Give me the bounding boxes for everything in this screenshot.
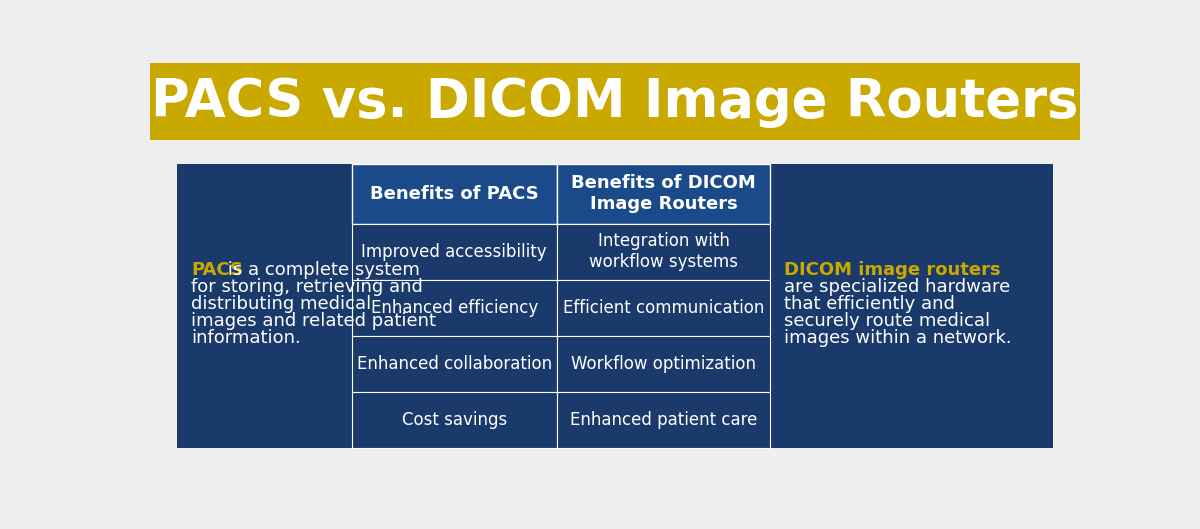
Bar (557, 393, 770, 449)
Bar (557, 336, 770, 393)
Text: Integration with
workflow systems: Integration with workflow systems (589, 232, 738, 271)
Text: Workflow optimization: Workflow optimization (571, 355, 756, 373)
Text: information.: information. (191, 329, 301, 346)
Text: Enhanced efficiency: Enhanced efficiency (371, 299, 538, 317)
Text: Benefits of DICOM
Image Routers: Benefits of DICOM Image Routers (571, 174, 756, 213)
Text: Benefits of PACS: Benefits of PACS (370, 185, 539, 203)
Text: PACS vs. DICOM Image Routers: PACS vs. DICOM Image Routers (151, 76, 1079, 128)
Bar (557, 163, 770, 224)
Text: DICOM image routers: DICOM image routers (784, 261, 1001, 279)
Text: Improved accessibility: Improved accessibility (361, 243, 547, 261)
Bar (352, 280, 557, 336)
Text: images and related patient: images and related patient (191, 312, 436, 330)
Text: that efficiently and: that efficiently and (784, 295, 955, 313)
Text: Enhanced collaboration: Enhanced collaboration (356, 355, 552, 373)
Text: Efficient communication: Efficient communication (563, 299, 764, 317)
Text: are specialized hardware: are specialized hardware (784, 278, 1010, 296)
Text: PACS: PACS (191, 261, 244, 279)
Bar (352, 393, 557, 449)
Text: is a complete system: is a complete system (222, 261, 420, 279)
Bar (352, 224, 557, 280)
Text: for storing, retrieving and: for storing, retrieving and (191, 278, 422, 296)
Text: images within a network.: images within a network. (784, 329, 1012, 346)
Bar (150, 63, 1080, 141)
Text: Enhanced patient care: Enhanced patient care (570, 412, 757, 430)
Text: securely route medical: securely route medical (784, 312, 990, 330)
Text: distributing medical: distributing medical (191, 295, 371, 313)
Text: Cost savings: Cost savings (402, 412, 506, 430)
Bar (557, 280, 770, 336)
Bar (178, 163, 1052, 449)
Bar (352, 336, 557, 393)
Bar (352, 163, 557, 224)
Bar (557, 224, 770, 280)
